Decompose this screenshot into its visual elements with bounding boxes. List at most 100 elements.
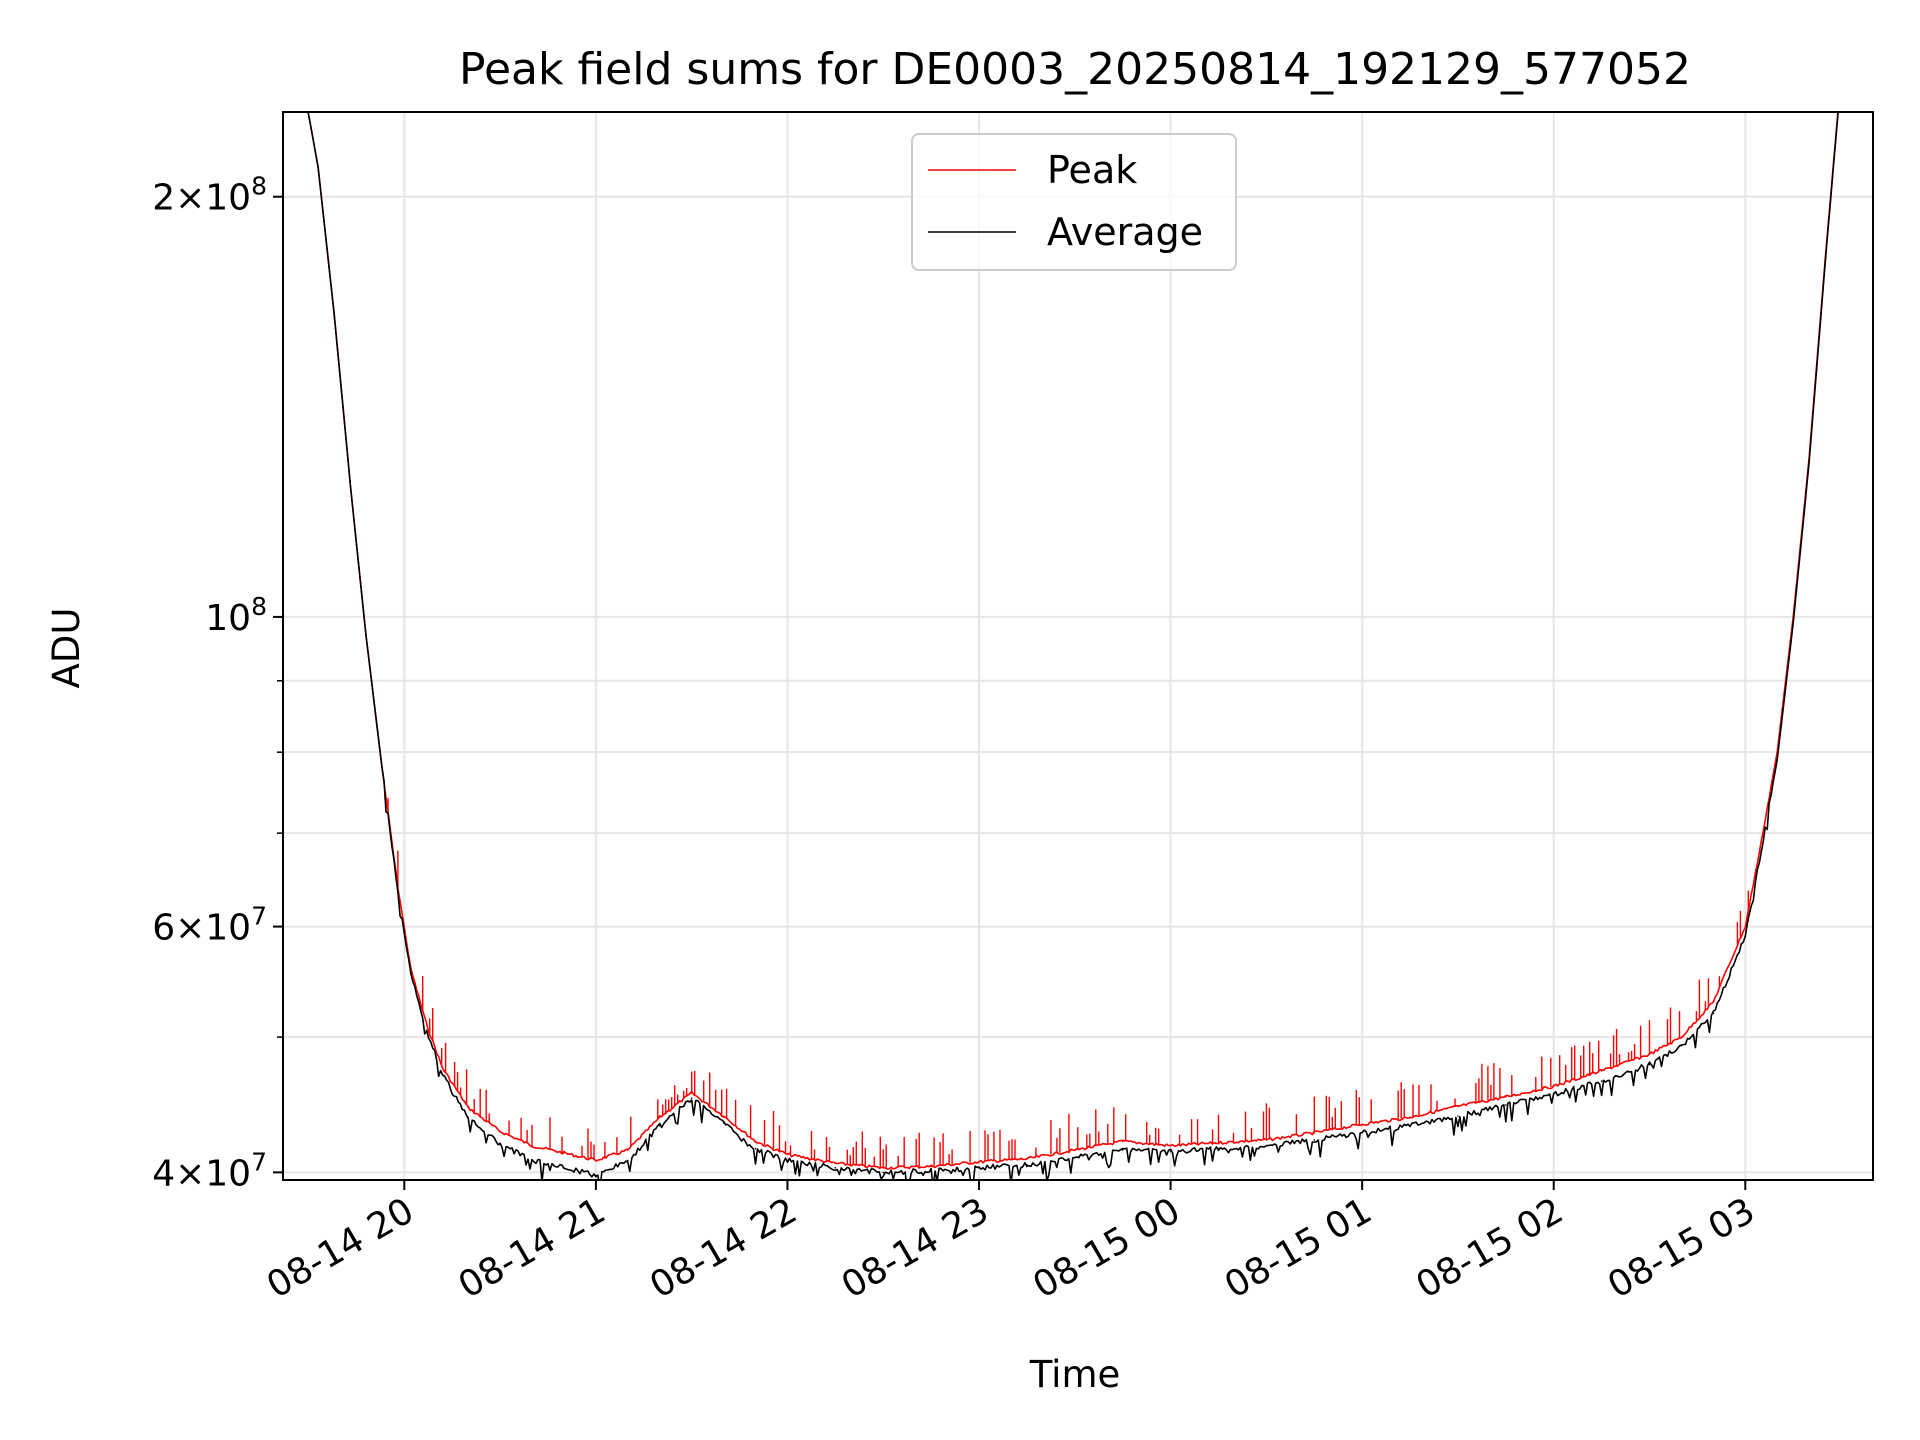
point-average-13 [563, 1167, 565, 1169]
point-peak-29 [1217, 1142, 1220, 1144]
point-average-31 [1313, 1139, 1316, 1141]
point-average-20 [786, 1159, 789, 1162]
point-average-29 [1217, 1147, 1220, 1150]
point-average-21 [834, 1167, 837, 1169]
point-average-2 [333, 312, 335, 315]
series-peak [307, 112, 1839, 1170]
point-average-24 [978, 1167, 980, 1169]
point-average-4 [365, 634, 367, 637]
point-peak-40 [1712, 1001, 1715, 1003]
point-average-47 [1837, 113, 1839, 116]
legend-label-average: Average [1047, 210, 1203, 254]
point-average-17 [690, 1097, 693, 1100]
point-average-39 [1680, 1044, 1683, 1047]
y-tick-label-0: 4×107 [152, 1147, 267, 1194]
grid [283, 112, 1873, 1180]
point-peak-24 [978, 1161, 980, 1163]
point-peak-31 [1313, 1132, 1316, 1134]
point-average-15 [627, 1159, 629, 1162]
point-average-28 [1169, 1150, 1172, 1153]
point-average-14 [595, 1174, 597, 1177]
point-average-36 [1552, 1093, 1555, 1096]
point-peak-14 [595, 1159, 597, 1162]
point-peak-16 [658, 1116, 661, 1119]
point-average-37 [1600, 1080, 1603, 1082]
point-average-35 [1505, 1104, 1507, 1106]
point-average-18 [722, 1122, 725, 1124]
point-average-43 [1776, 759, 1778, 761]
y-tick-label-3: 2×108 [152, 172, 267, 219]
point-peak-22 [882, 1167, 884, 1169]
y-tick-label-1: 6×107 [152, 902, 267, 949]
point-average-22 [882, 1171, 884, 1174]
series-average [307, 112, 1840, 1180]
point-average-3 [349, 480, 351, 483]
point-peak-11 [499, 1130, 501, 1133]
point-average-32 [1361, 1132, 1363, 1134]
point-peak-12 [531, 1144, 533, 1147]
point-peak-28 [1169, 1144, 1172, 1147]
chart-title: Peak field sums for DE0003_20250814_1921… [459, 44, 1691, 95]
point-peak-15 [627, 1149, 629, 1151]
point-average-34 [1457, 1115, 1459, 1117]
point-peak-27 [1121, 1140, 1124, 1143]
point-average-1 [317, 166, 319, 168]
point-peak-37 [1600, 1070, 1603, 1072]
point-average-45 [1808, 461, 1810, 464]
point-average-5 [381, 766, 383, 769]
point-average-9 [441, 1073, 444, 1076]
y-axis-label: ADU [45, 608, 88, 689]
point-average-26 [1074, 1156, 1076, 1159]
point-peak-20 [786, 1153, 789, 1156]
point-peak-19 [754, 1140, 757, 1143]
point-peak-35 [1505, 1096, 1507, 1098]
point-average-6 [397, 891, 399, 893]
point-peak-17 [690, 1092, 693, 1094]
point-peak-41 [1744, 925, 1747, 928]
point-peak-13 [563, 1152, 565, 1154]
point-average-16 [658, 1124, 661, 1127]
point-peak-32 [1361, 1123, 1363, 1126]
point-average-12 [531, 1159, 533, 1162]
point-average-30 [1265, 1144, 1268, 1147]
point-peak-23 [930, 1165, 932, 1168]
point-average-19 [754, 1147, 757, 1150]
point-peak-10 [467, 1106, 470, 1109]
point-average-33 [1409, 1124, 1411, 1127]
point-peak-38 [1648, 1053, 1651, 1056]
point-average-10 [467, 1116, 470, 1119]
point-average-41 [1744, 936, 1747, 938]
point-peak-18 [722, 1115, 725, 1117]
series-line-peak [307, 112, 1839, 1170]
point-peak-39 [1680, 1036, 1683, 1038]
y-axis: 4×107 6×107 108 2×108 [152, 172, 283, 1194]
point-peak-26 [1074, 1149, 1076, 1151]
point-average-44 [1792, 622, 1794, 624]
point-average-38 [1648, 1063, 1651, 1066]
point-average-7 [409, 973, 412, 975]
point-average-8 [425, 1030, 428, 1032]
x-axis-label: Time [1029, 1353, 1121, 1396]
plot-frame [282, 111, 1874, 1181]
series-line-average [307, 112, 1840, 1180]
legend-box [911, 133, 1237, 271]
legend-label-peak: Peak [1047, 148, 1137, 192]
y-tick-label-2: 108 [205, 592, 267, 639]
point-average-23 [930, 1170, 932, 1172]
point-peak-21 [834, 1162, 837, 1165]
series-layer [307, 112, 1840, 1180]
point-peak-9 [441, 1067, 444, 1069]
legend: Peak Average [911, 133, 1237, 271]
point-peak-8 [425, 1024, 428, 1026]
point-average-27 [1121, 1149, 1124, 1151]
point-peak-34 [1457, 1105, 1459, 1108]
point-peak-33 [1409, 1116, 1411, 1119]
point-average-25 [1026, 1164, 1028, 1166]
point-average-42 [1760, 849, 1763, 852]
point-peak-30 [1265, 1139, 1268, 1141]
point-average-11 [499, 1143, 501, 1145]
point-peak-36 [1552, 1085, 1555, 1088]
point-peak-42 [1760, 841, 1763, 843]
point-peak-25 [1026, 1158, 1028, 1160]
